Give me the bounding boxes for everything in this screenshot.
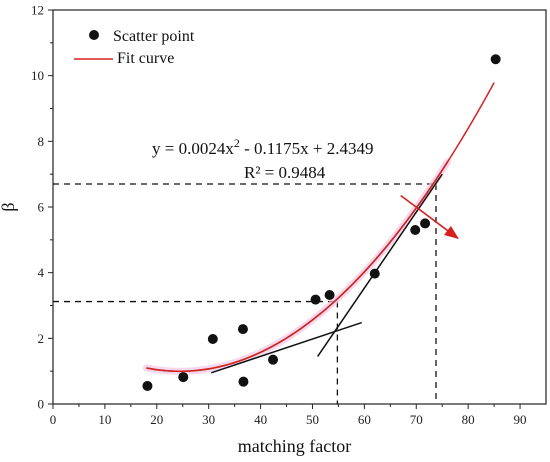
x-tick-label-10: 10 [98, 412, 111, 427]
scatter-point-12 [490, 54, 501, 65]
legend-scatter-label: Scatter point [113, 28, 195, 45]
plot-area: 0 10 20 30 40 50 60 70 80 90 0 2 4 6 8 10 12 matching fac… [0, 3, 547, 456]
fit-equation: y = 0.0024x2 - 0.1175x + 2.4349 [152, 136, 373, 158]
r-squared: R² = 0.9484 [244, 163, 326, 182]
fit-equation-rest: - 0.1175x + 2.4349 [240, 139, 374, 158]
tangent-line-1 [211, 321, 363, 374]
y-tick-label-8: 8 [38, 134, 45, 149]
plot-frame [52, 9, 547, 405]
legend-fit-label: Fit curve [117, 50, 174, 67]
x-tick-label-60: 60 [358, 412, 371, 427]
fit-curve [146, 82, 495, 373]
scatter-point-6 [268, 354, 279, 365]
scatter-point-8 [324, 289, 335, 300]
scatter-point-10 [410, 224, 421, 235]
x-tick-label-20: 20 [150, 412, 163, 427]
x-tick-label-90: 90 [514, 412, 527, 427]
scatter-point-9 [369, 268, 380, 279]
y-tick-label-10: 10 [31, 68, 44, 83]
fit-equation-main: y = 0.0024x [152, 139, 234, 158]
scatter-point-11 [420, 218, 431, 229]
scatter-point-3 [207, 333, 218, 344]
curve-glow [142, 158, 451, 375]
x-tick-label-50: 50 [306, 412, 319, 427]
y-tick-label-6: 6 [38, 200, 45, 215]
scatter-point-5 [238, 376, 249, 387]
y-tick-label-2: 2 [38, 331, 45, 346]
y-axis-label: β [0, 202, 18, 211]
x-tick-label-0: 0 [50, 412, 57, 427]
scatter-point-7 [310, 294, 321, 305]
x-tick-label-70: 70 [410, 412, 423, 427]
x-tick-label-40: 40 [254, 412, 267, 427]
tangent-line-2 [317, 173, 443, 357]
scatter-point-2 [178, 372, 189, 383]
x-axis-label: matching factor [238, 436, 351, 456]
scatter-point-4 [237, 324, 248, 335]
fit-equation-exponent: 2 [234, 136, 240, 150]
y-tick-label-12: 12 [31, 3, 44, 18]
annotation-arrow [400, 194, 459, 240]
legend-scatter-marker [89, 30, 99, 40]
shadow-curve [146, 161, 449, 373]
x-tick-label-80: 80 [462, 412, 475, 427]
scatter-point-1 [142, 380, 153, 391]
x-tick-label-30: 30 [202, 412, 215, 427]
y-tick-label-4: 4 [38, 265, 45, 280]
y-tick-label-0: 0 [38, 397, 45, 412]
